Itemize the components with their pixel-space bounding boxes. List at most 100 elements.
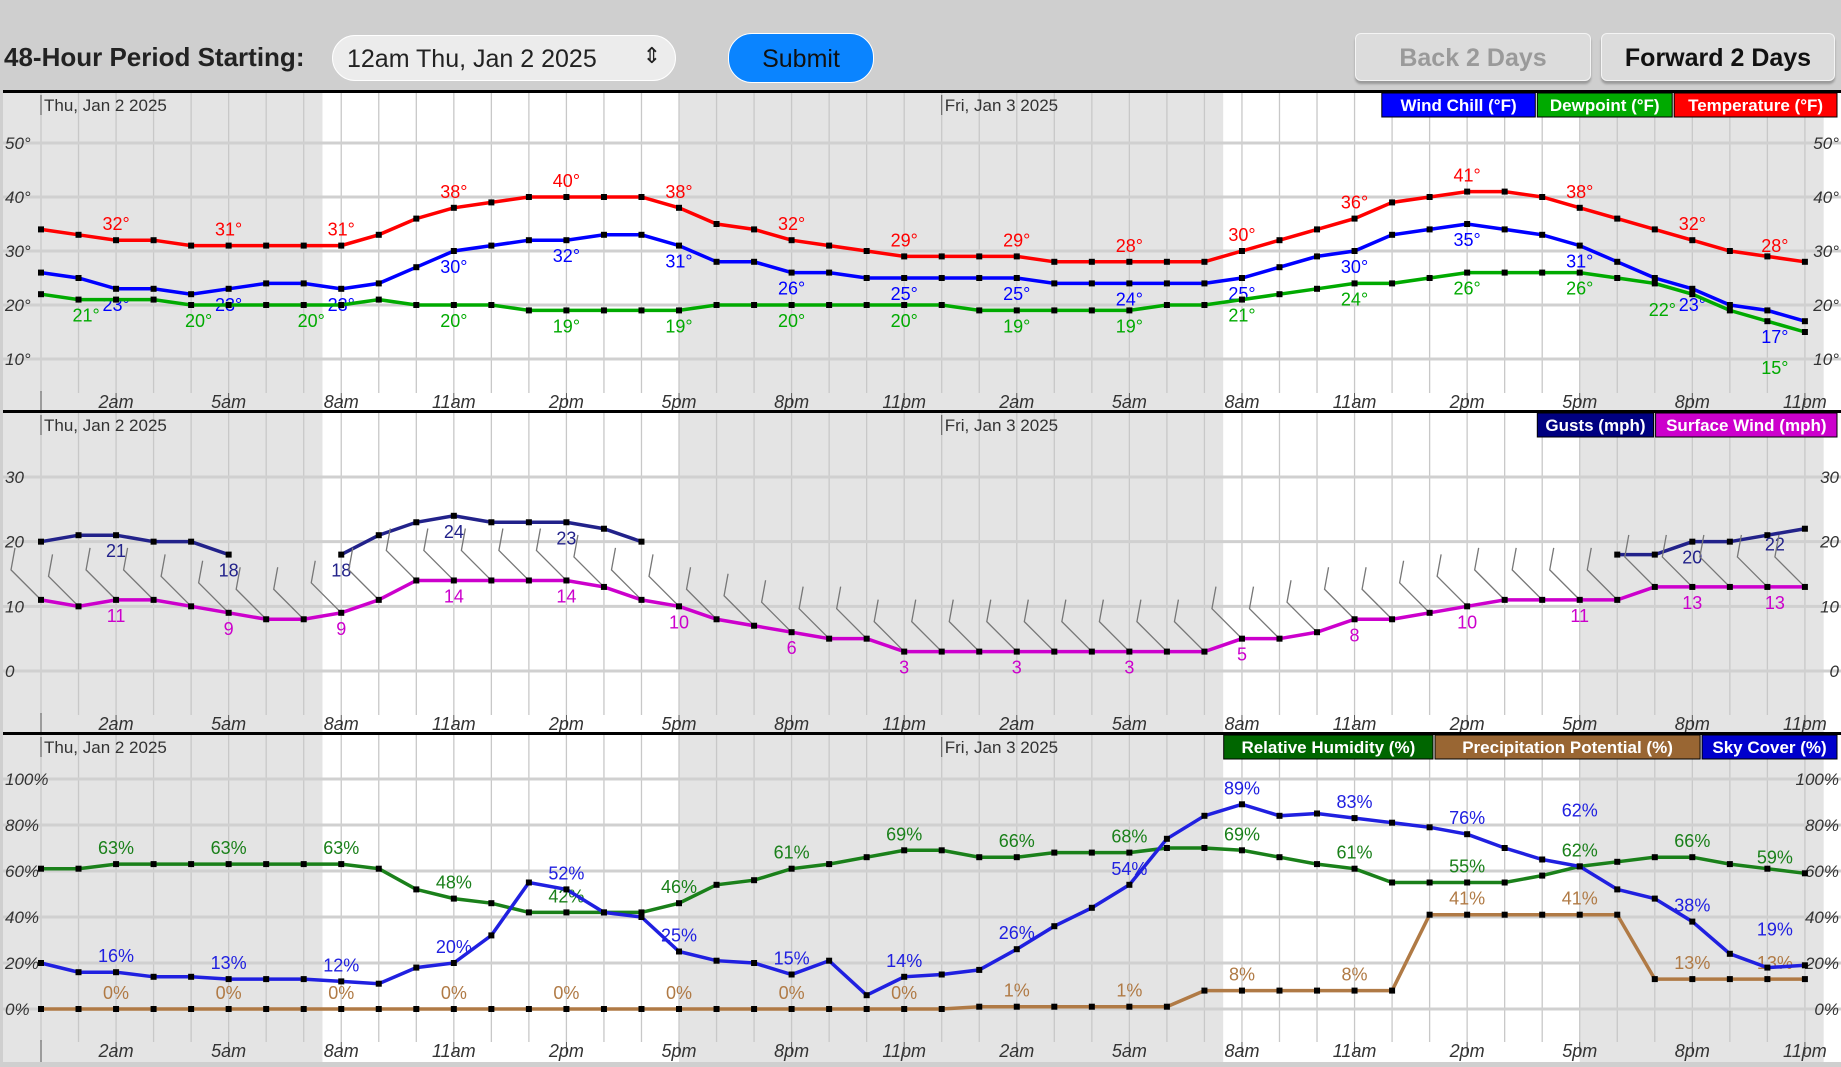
data-point [188,973,195,980]
data-point [600,525,607,532]
data-point [1689,285,1696,292]
data-point [1314,226,1321,233]
data-point [413,1006,420,1012]
wind-barb [160,554,192,607]
wind-barb [85,547,117,601]
wind-barb [685,567,717,620]
data-point [1801,870,1808,877]
data-point [1426,824,1433,831]
data-point [1539,911,1546,918]
data-point [375,231,382,238]
y-tick-label-left: 20% [4,954,39,973]
x-tick-label: 11pm [882,392,926,412]
data-label: 13 [1682,593,1702,613]
data-point [826,635,833,642]
data-point [225,551,232,558]
series-line [40,270,1806,334]
x-tick-label: 8pm [774,392,809,412]
data-point [300,861,307,868]
data-point [1238,847,1245,854]
data-label: 19% [1757,919,1793,939]
wind-barb [873,599,905,653]
data-point [1238,296,1245,303]
legend-label: Dewpoint (°F) [1550,96,1660,115]
data-point [1126,881,1133,888]
data-point [263,616,270,623]
wind-barb [1173,599,1205,653]
data-point [263,302,270,308]
wind-barb [535,528,567,581]
data-point [375,1006,382,1012]
data-point [638,194,645,200]
data-point [1464,603,1471,610]
x-tick-label: 5pm [1562,714,1597,734]
period-select[interactable]: 12am Thu, Jan 2 2025 ⇕ [332,35,676,81]
forward-2-days-button[interactable]: Forward 2 Days [1601,33,1835,81]
data-point [938,847,945,854]
data-point [1276,812,1283,819]
y-tick-label-left: 60% [5,862,39,881]
data-point [1314,861,1321,868]
data-point [1689,918,1696,925]
data-point [1726,861,1733,868]
data-point [1238,987,1245,994]
x-tick-label: 8pm [1675,392,1710,412]
data-point [450,302,457,308]
back-2-days-button[interactable]: Back 2 Days [1355,33,1591,81]
data-point [263,976,270,983]
data-label: 21° [1228,306,1255,326]
data-point [300,976,307,983]
data-point [1689,291,1696,298]
data-point [225,976,232,983]
series-line [41,846,1806,915]
temperature-panel: 10° 10° 20° 20° 30° 30° 40° 40° 50° 50° Thu, Jan 2… [3,90,1841,413]
data-label: 26% [999,923,1035,943]
wind-barb [1023,599,1055,653]
data-point [1614,596,1621,603]
y-tick-label-right: 30 [1820,468,1839,487]
data-point [338,551,345,558]
x-tick-label: 2am [998,392,1034,412]
data-point [976,253,983,260]
data-point [1051,258,1058,265]
wind-barb [1398,560,1431,614]
data-point [1614,858,1621,865]
data-label: 55% [1449,857,1485,877]
data-point [1276,635,1283,642]
data-point [901,973,908,980]
date-label: Fri, Jan 3 2025 [945,416,1058,435]
data-point [450,895,457,902]
data-label: 29° [891,230,918,250]
wind-barb [460,528,492,581]
data-point [1651,226,1658,233]
y-tick-label-right: 40° [1813,188,1839,207]
data-point [225,242,232,249]
wind-barb [573,534,605,588]
data-point [713,221,720,227]
submit-button[interactable]: Submit [728,33,874,83]
data-point [1314,285,1321,292]
data-point [1614,258,1621,265]
data-point [488,900,495,907]
data-label: 8% [1342,965,1368,985]
y-tick-label-right: 100% [1796,770,1839,789]
data-label: 14 [444,586,464,606]
data-point [1389,231,1396,238]
data-point [976,854,983,861]
data-label: 21° [72,306,99,326]
wind-barb [1436,554,1468,607]
data-point [113,861,120,868]
data-point [1201,280,1208,287]
data-point [1651,275,1658,281]
y-tick-label-right: 60% [1805,862,1839,881]
data-point [938,253,945,260]
data-point [1501,911,1508,918]
data-label: 38° [440,182,467,202]
data-point [1426,194,1433,200]
data-point [863,635,870,642]
data-point [1276,987,1283,994]
data-point [1351,815,1358,822]
y-tick-label-right: 20 [1819,533,1839,552]
data-label: 1% [1116,981,1142,1001]
data-point [1013,253,1020,260]
